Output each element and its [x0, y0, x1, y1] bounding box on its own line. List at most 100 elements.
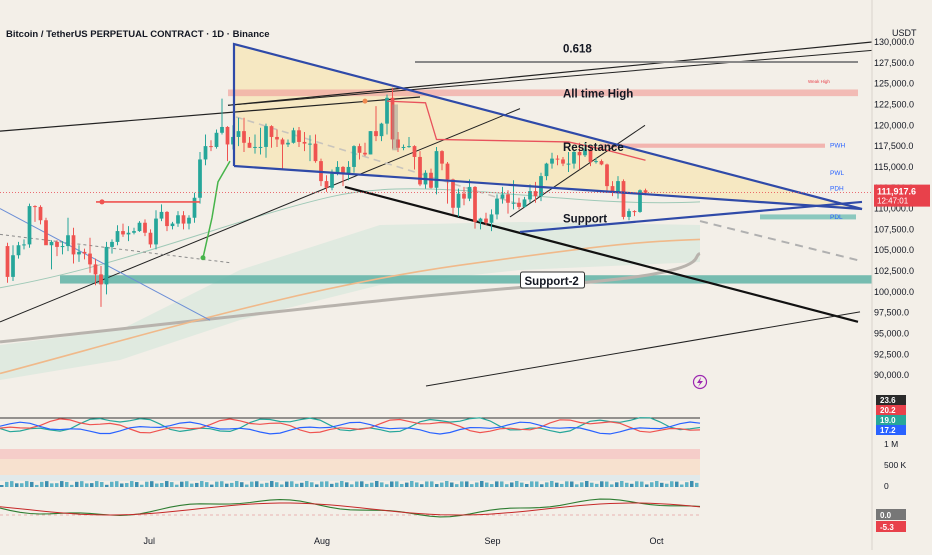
- last-price-value: 111,917.6: [877, 187, 916, 197]
- candle: [599, 159, 604, 166]
- volume-bar: [440, 482, 444, 487]
- candle-body: [544, 163, 549, 177]
- candle-body: [550, 158, 554, 164]
- volume-bar: [85, 483, 89, 487]
- weak-high-label: Weak High: [808, 79, 830, 84]
- candle-body: [71, 235, 76, 255]
- candle: [264, 123, 268, 158]
- candle-body: [187, 217, 191, 224]
- candle-body: [38, 206, 43, 221]
- volume-bar: [250, 481, 254, 487]
- volume-bar: [595, 483, 599, 487]
- candle-body: [280, 139, 285, 145]
- volume-bar: [210, 484, 214, 487]
- candle: [286, 139, 290, 147]
- candle-body: [132, 231, 136, 233]
- candle: [308, 135, 312, 162]
- candle-body: [528, 191, 532, 200]
- candle: [605, 163, 609, 192]
- volume-bar: [675, 481, 679, 487]
- candle-body: [154, 218, 158, 245]
- candle: [616, 176, 620, 199]
- currency-label[interactable]: USDT: [892, 28, 917, 38]
- candle-body: [363, 152, 367, 155]
- candle-body: [638, 190, 642, 212]
- volume-bar: [335, 482, 339, 487]
- indicator-badge: [876, 395, 906, 405]
- volume-bar: [155, 483, 159, 487]
- candle: [176, 211, 180, 227]
- volume-bar: [555, 482, 559, 487]
- y-tick-label: 125,000.0: [874, 79, 914, 89]
- candle-body: [242, 131, 246, 143]
- candle-body: [308, 143, 312, 145]
- volume-bar: [605, 481, 609, 487]
- candle-body: [500, 194, 505, 199]
- x-tick-label: Oct: [650, 536, 665, 546]
- support-2-box: [520, 271, 585, 289]
- candle: [363, 142, 367, 157]
- candle-body: [555, 158, 560, 160]
- volume-bar: [50, 483, 54, 487]
- volume-bar: [35, 484, 39, 487]
- rising-long-line: [425, 311, 861, 387]
- candle: [495, 194, 499, 220]
- candle: [561, 156, 565, 167]
- volume-axis-label: 500 K: [884, 460, 907, 470]
- volume-bar: [235, 481, 239, 487]
- candle-body: [181, 215, 186, 224]
- volume-bar: [590, 482, 594, 487]
- volume-bar: [215, 481, 219, 487]
- candle-body: [27, 206, 32, 245]
- candle: [126, 226, 131, 242]
- candle-body: [264, 126, 268, 147]
- volume-bar: [300, 482, 304, 487]
- candle-body: [566, 163, 571, 165]
- candle: [16, 241, 21, 259]
- candle-body: [121, 231, 125, 235]
- candle-body: [247, 142, 252, 148]
- volume-bar: [290, 481, 294, 487]
- candle: [220, 98, 224, 135]
- candle-body: [16, 245, 21, 256]
- candle: [181, 211, 186, 230]
- candle-body: [5, 246, 10, 277]
- candle: [346, 161, 351, 181]
- macd-badge: [876, 521, 906, 532]
- volume-bar: [190, 483, 194, 487]
- green-curve: [202, 160, 231, 258]
- candle: [489, 209, 494, 232]
- candle: [407, 136, 411, 148]
- volume-bar: [100, 481, 104, 487]
- candle: [566, 151, 571, 172]
- candle: [132, 227, 136, 235]
- candle: [203, 134, 208, 166]
- candle-body: [352, 146, 356, 167]
- volume-bar: [350, 484, 354, 487]
- volume-bar: [500, 481, 504, 487]
- candle-body: [302, 141, 307, 144]
- candle-body: [203, 146, 208, 160]
- candle-body: [517, 202, 521, 207]
- candle: [110, 239, 114, 254]
- candle: [484, 212, 488, 226]
- indicator-value: 17.2: [880, 426, 896, 435]
- candle-body: [594, 161, 598, 163]
- volume-bar: [150, 481, 154, 487]
- candle-body: [192, 197, 197, 218]
- macd-badge: [876, 509, 906, 520]
- volume-bar: [225, 483, 229, 487]
- candle: [88, 237, 92, 273]
- candle: [577, 142, 582, 170]
- volume-bar: [535, 481, 539, 487]
- volume-bar: [120, 483, 124, 487]
- volume-bar: [125, 483, 129, 487]
- candle: [247, 136, 252, 148]
- candle: [11, 245, 15, 282]
- volume-bar: [455, 484, 459, 487]
- lightning-icon[interactable]: [692, 374, 708, 390]
- volume-bar: [445, 481, 449, 487]
- candle: [121, 223, 125, 237]
- support-zone: [760, 214, 856, 220]
- candle-body: [621, 181, 626, 217]
